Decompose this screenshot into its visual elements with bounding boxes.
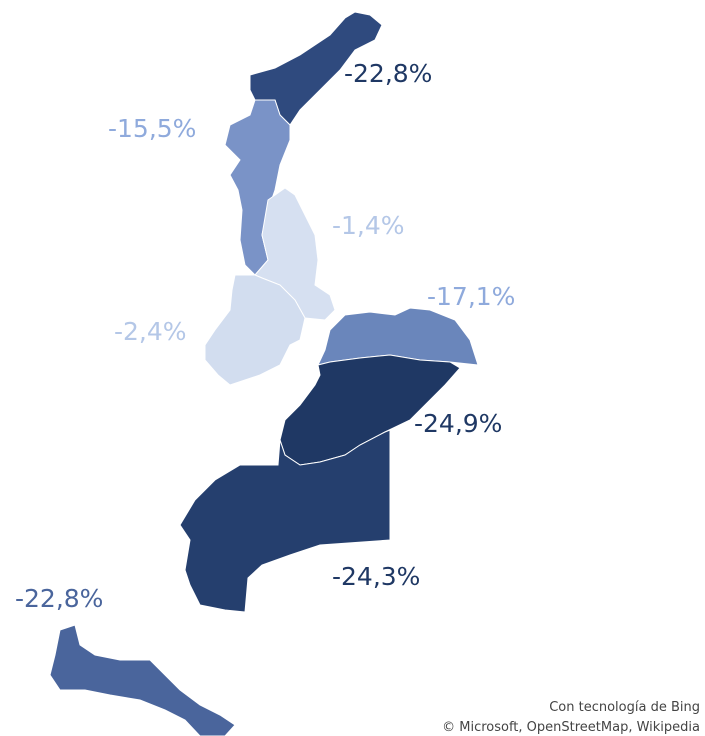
attribution: Con tecnología de Bing	[549, 700, 700, 715]
region-label: -1,4%	[332, 211, 405, 240]
region	[254, 187, 336, 321]
region-label: -2,4%	[114, 317, 187, 346]
region	[204, 274, 306, 386]
region-label: -17,1%	[427, 282, 515, 311]
region	[179, 429, 391, 613]
attribution: © Microsoft, OpenStreetMap, Wikipedia	[442, 720, 700, 735]
region	[49, 624, 236, 736]
region-label: -24,9%	[414, 409, 502, 438]
region-label: -22,8%	[344, 59, 432, 88]
region-label: -24,3%	[332, 562, 420, 591]
region-label: -15,5%	[108, 114, 196, 143]
region-label: -22,8%	[15, 584, 103, 613]
